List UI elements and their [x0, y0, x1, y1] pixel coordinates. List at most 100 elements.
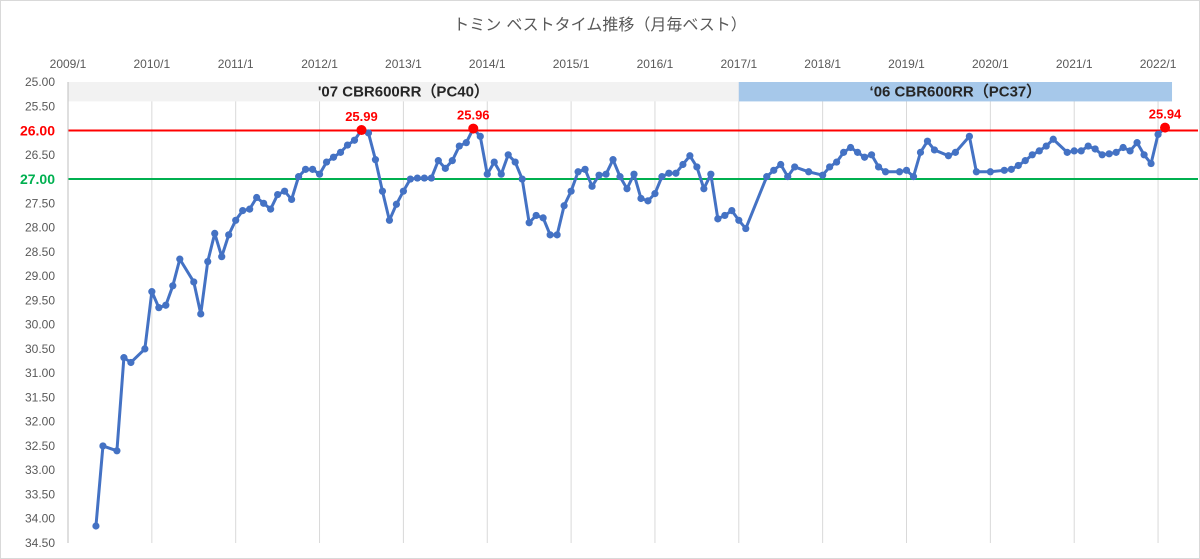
data-point	[483, 170, 491, 178]
data-point	[1105, 150, 1113, 158]
data-point	[609, 156, 617, 164]
y-tick-label: 26.50	[25, 148, 55, 162]
data-point	[986, 168, 994, 176]
data-point	[441, 164, 449, 172]
y-tick-label: 32.50	[25, 439, 55, 453]
x-tick-label: 2021/1	[1056, 57, 1093, 71]
highlight-label: 25.99	[345, 109, 378, 124]
y-tick-label: 34.50	[25, 536, 55, 550]
data-point	[462, 139, 470, 147]
x-tick-label: 2013/1	[385, 57, 422, 71]
data-point	[630, 170, 638, 178]
data-point	[343, 141, 352, 149]
y-tick-label: 28.50	[25, 245, 55, 259]
y-tick-label: 31.50	[25, 390, 55, 404]
data-point	[1133, 139, 1141, 147]
y-tick-label: 29.00	[25, 269, 55, 283]
data-point	[315, 170, 324, 178]
data-point	[1147, 159, 1155, 168]
data-point	[434, 157, 442, 165]
y-tick-label: 30.50	[25, 342, 55, 356]
series-line	[94, 126, 1167, 527]
reference-line-label: 26.00	[20, 123, 55, 139]
series-layer	[92, 124, 1169, 530]
data-point	[574, 168, 582, 176]
data-point	[260, 199, 268, 207]
data-point	[420, 174, 428, 182]
data-point	[686, 152, 694, 160]
data-point	[155, 304, 163, 312]
data-point	[1000, 166, 1008, 174]
period-band	[68, 82, 739, 102]
x-tick-label: 2011/1	[218, 57, 254, 71]
highlight-label: 25.96	[457, 108, 490, 123]
data-point	[322, 158, 331, 166]
data-point	[539, 214, 547, 222]
data-point	[546, 231, 554, 239]
data-point	[511, 158, 519, 166]
data-point	[1098, 151, 1106, 159]
data-point	[840, 148, 848, 156]
data-point	[714, 215, 722, 223]
data-point	[853, 148, 862, 156]
data-point	[784, 173, 792, 181]
data-point	[350, 136, 359, 144]
data-point	[127, 358, 135, 367]
data-point	[867, 151, 876, 159]
data-point	[763, 173, 771, 181]
reference-line-label: 27.00	[20, 171, 55, 187]
data-point	[1140, 151, 1148, 159]
highlight-point	[356, 125, 367, 136]
data-point	[1070, 147, 1078, 155]
y-tick-label: 29.50	[25, 293, 55, 307]
data-point	[113, 447, 121, 455]
y-tick-label: 31.00	[25, 366, 55, 380]
data-point	[518, 175, 526, 183]
reference-line-layer: 26.00 27.00	[20, 123, 1198, 187]
data-point	[281, 187, 289, 195]
data-point	[679, 160, 687, 169]
data-point	[504, 151, 512, 159]
data-point	[294, 173, 303, 181]
period-band-label: '07 CBR600RR（PC40）	[318, 83, 489, 101]
y-tick-label: 28.00	[25, 221, 55, 235]
x-tick-label: 2016/1	[637, 57, 674, 71]
data-point	[525, 219, 533, 227]
data-point	[581, 165, 589, 173]
data-point	[176, 255, 184, 263]
data-point	[672, 169, 680, 177]
data-point	[721, 211, 729, 220]
data-point	[385, 216, 394, 224]
data-point	[553, 231, 561, 239]
data-point	[1028, 151, 1036, 159]
y-tick-label: 30.00	[25, 318, 55, 332]
data-point	[406, 175, 414, 183]
data-point	[567, 187, 575, 195]
data-point	[909, 173, 918, 181]
data-point	[336, 148, 345, 156]
x-tick-label: 2017/1	[720, 57, 757, 71]
y-tick-label: 33.00	[25, 463, 55, 477]
y-tick-label: 32.00	[25, 415, 55, 429]
data-point	[819, 171, 827, 179]
data-point	[770, 166, 778, 174]
data-point	[735, 216, 743, 224]
data-point	[392, 200, 401, 208]
data-point	[1084, 142, 1092, 150]
data-point	[951, 148, 960, 156]
data-point	[874, 163, 883, 171]
data-point	[169, 282, 177, 290]
highlight-point	[1160, 122, 1171, 133]
data-point	[665, 169, 673, 177]
data-point	[1014, 161, 1022, 170]
data-point	[588, 182, 596, 190]
period-band	[738, 82, 1173, 102]
data-point	[92, 522, 100, 530]
grid-layer	[67, 82, 1159, 543]
data-point	[1007, 165, 1015, 173]
y-tick-label: 25.50	[25, 99, 55, 113]
data-point	[637, 194, 645, 203]
data-point	[916, 148, 925, 156]
data-point	[197, 310, 205, 318]
data-point	[728, 206, 736, 215]
